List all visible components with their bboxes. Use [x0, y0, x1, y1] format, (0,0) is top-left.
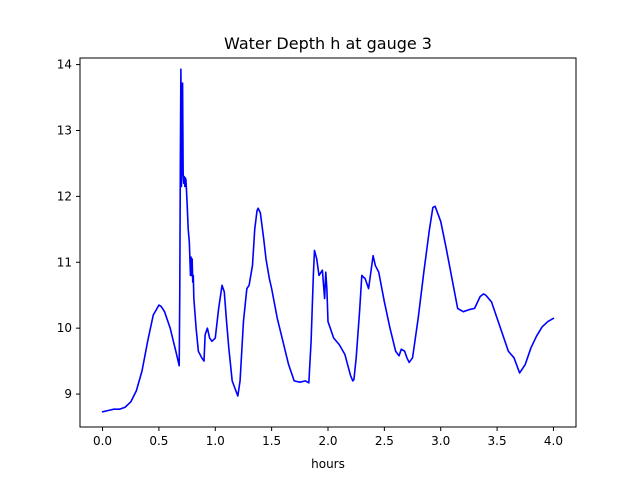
y-tick-label: 12: [57, 189, 72, 203]
x-tick-label: 0.5: [149, 434, 168, 448]
y-tick-label: 9: [64, 387, 72, 401]
x-axis-label: hours: [311, 457, 345, 471]
plot-frame: [79, 57, 577, 428]
y-tick-label: 14: [57, 58, 72, 72]
x-tick-label: 1.5: [262, 434, 281, 448]
chart-title: Water Depth h at gauge 3: [224, 34, 432, 53]
y-axis-ticks: 9 10 11 12 13 14: [57, 58, 80, 401]
x-tick-label: 2.5: [375, 434, 394, 448]
x-tick-label: 3.5: [488, 434, 507, 448]
x-tick-label: 2.0: [318, 434, 337, 448]
x-tick-label: 4.0: [544, 434, 563, 448]
x-tick-label: 3.0: [431, 434, 450, 448]
x-tick-label: 1.0: [206, 434, 225, 448]
y-tick-label: 11: [57, 255, 72, 269]
y-tick-label: 10: [57, 321, 72, 335]
y-tick-label: 13: [57, 123, 72, 137]
x-axis-ticks: 0.0 0.5 1.0 1.5 2.0 2.5 3.0 3.5 4.0: [93, 427, 563, 448]
x-tick-label: 0.0: [93, 434, 112, 448]
series-layer: [101, 68, 555, 413]
series-line: [101, 68, 555, 413]
